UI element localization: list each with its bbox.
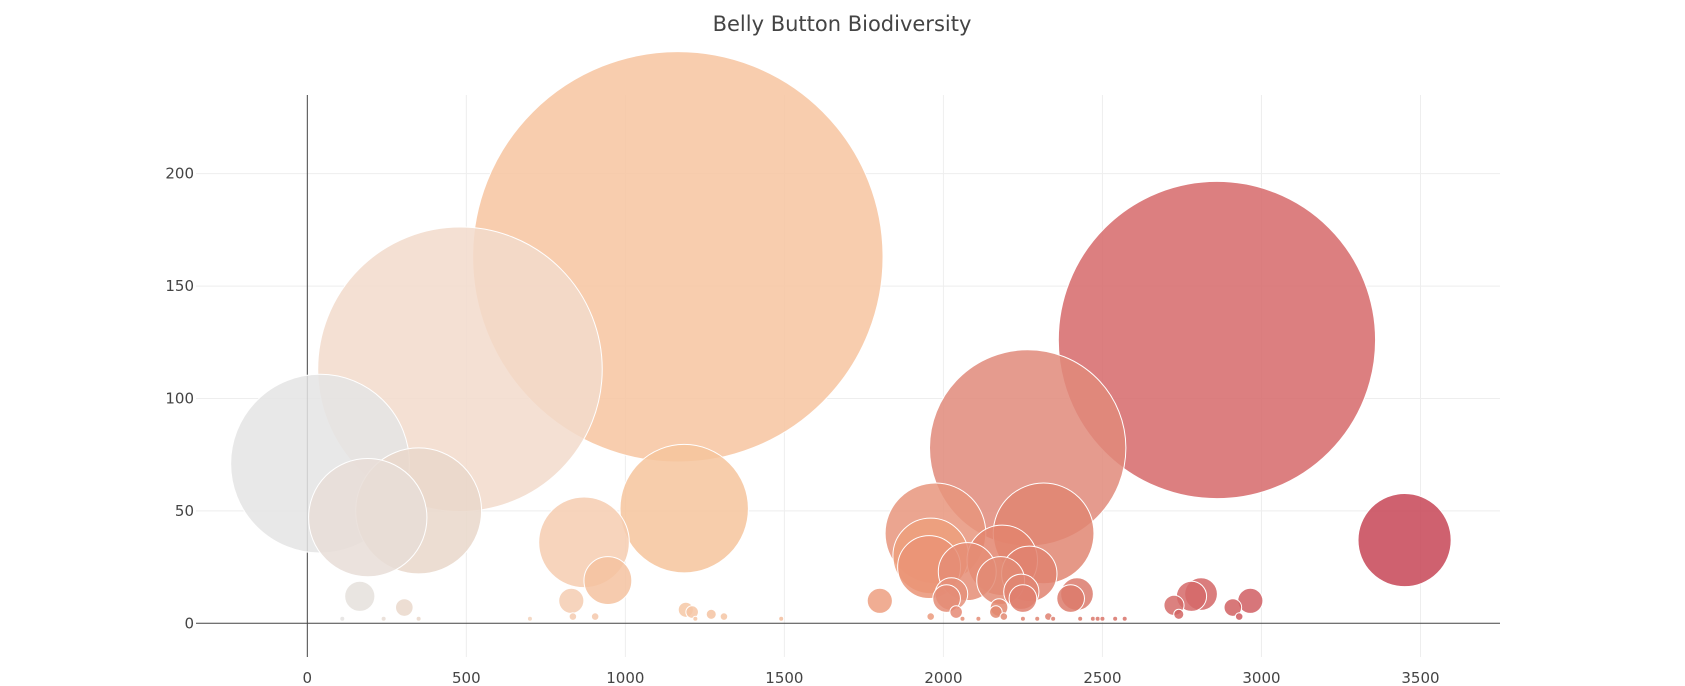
x-tick-label-0: 0 bbox=[303, 669, 313, 686]
chart-title: Belly Button Biodiversity bbox=[713, 12, 972, 36]
x-tick-label-3: 1500 bbox=[765, 669, 803, 686]
bubble-point-33 bbox=[395, 598, 414, 617]
bubble-point-63 bbox=[380, 615, 387, 622]
bubble-point-36 bbox=[685, 605, 699, 619]
y-tick-label-0: 0 bbox=[184, 614, 194, 632]
y-tick-label-1: 50 bbox=[175, 502, 194, 520]
bubble-point-61 bbox=[415, 615, 422, 622]
bubble-point-64 bbox=[526, 615, 533, 622]
bubble-point-5 bbox=[619, 443, 749, 574]
bubble-point-7 bbox=[308, 457, 428, 578]
bubble-point-56 bbox=[1099, 615, 1106, 622]
bubble-point-29 bbox=[866, 587, 893, 614]
y-axis-ticks: 0 50 100 150 200 bbox=[165, 165, 194, 633]
bubble-point-18 bbox=[583, 556, 633, 605]
y-tick-label-4: 200 bbox=[165, 165, 194, 183]
bubble-point-10 bbox=[1357, 493, 1452, 588]
bubble-point-59 bbox=[778, 615, 785, 622]
bubble-point-43 bbox=[568, 612, 578, 621]
bubble-point-51 bbox=[1034, 615, 1041, 622]
bubble-point-39 bbox=[1173, 608, 1185, 620]
bubble-point-32 bbox=[1223, 598, 1243, 617]
bubble-point-41 bbox=[1234, 612, 1244, 621]
bubble-point-1 bbox=[1057, 180, 1377, 500]
bubble-point-58 bbox=[1121, 615, 1128, 622]
bubble-point-24 bbox=[344, 580, 376, 612]
bubble-point-53 bbox=[1077, 615, 1084, 622]
x-tick-label-6: 3000 bbox=[1242, 669, 1280, 686]
bubble-point-25 bbox=[1008, 584, 1038, 613]
x-tick-label-1: 500 bbox=[452, 669, 481, 686]
bubble-point-44 bbox=[590, 612, 600, 621]
bubble-point-48 bbox=[1019, 615, 1026, 622]
bubble-point-50 bbox=[959, 615, 966, 622]
x-tick-label-2: 1000 bbox=[606, 669, 644, 686]
bubble-point-40 bbox=[705, 608, 717, 620]
bubble-point-38 bbox=[989, 605, 1003, 619]
bubble-point-45 bbox=[926, 612, 935, 621]
bubble-point-49 bbox=[975, 615, 982, 622]
bubble-point-47 bbox=[999, 612, 1009, 621]
y-tick-label-2: 100 bbox=[165, 389, 194, 407]
bubble-point-28 bbox=[558, 587, 585, 614]
bubble-point-27 bbox=[932, 584, 961, 613]
bubble-layer bbox=[230, 51, 1452, 622]
bubble-point-57 bbox=[1112, 615, 1119, 622]
bubble-point-62 bbox=[339, 615, 346, 622]
x-tick-label-4: 2000 bbox=[924, 669, 962, 686]
bubble-point-60 bbox=[692, 615, 699, 622]
bubble-point-37 bbox=[949, 605, 963, 619]
x-tick-label-7: 3500 bbox=[1401, 669, 1439, 686]
y-tick-label-3: 150 bbox=[165, 277, 194, 295]
bubble-point-26 bbox=[1056, 584, 1085, 613]
x-tick-label-5: 2500 bbox=[1083, 669, 1121, 686]
x-axis-ticks: 0 500 1000 1500 2000 2500 3000 3500 bbox=[303, 669, 1440, 686]
bubble-point-52 bbox=[1050, 615, 1057, 622]
bubble-point-42 bbox=[719, 612, 729, 621]
